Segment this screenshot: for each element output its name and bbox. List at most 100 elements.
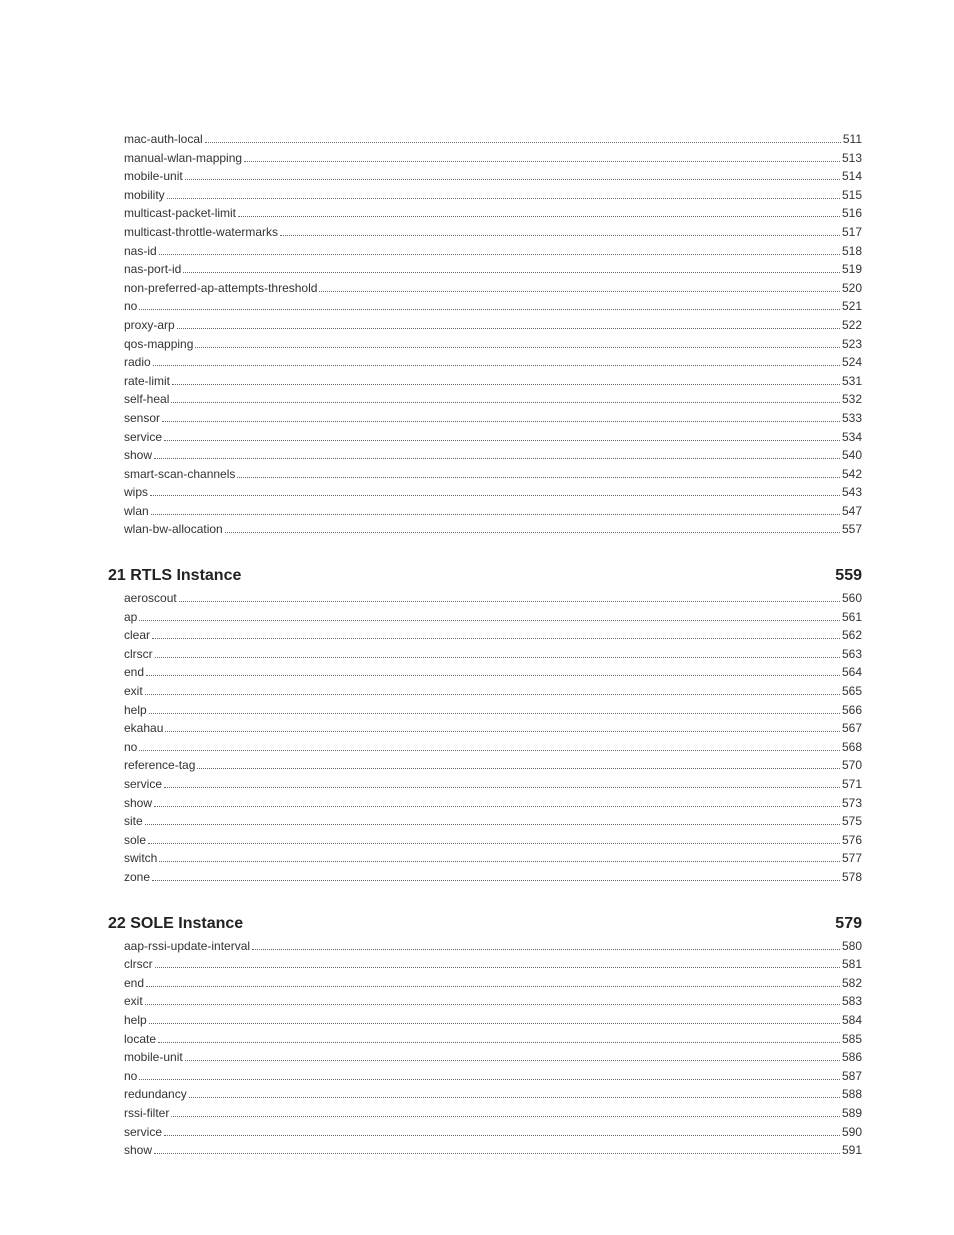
toc-leader-dots xyxy=(252,949,840,950)
toc-leader-dots xyxy=(172,384,840,385)
toc-leader-dots xyxy=(164,787,840,788)
toc-entry-page: 524 xyxy=(842,353,862,372)
toc-leader-dots xyxy=(171,402,840,403)
toc-entry-page: 581 xyxy=(842,955,862,974)
toc-entry-page: 573 xyxy=(842,794,862,813)
toc-entry: clrscr 581 xyxy=(108,955,862,974)
toc-entry-page: 567 xyxy=(842,719,862,738)
toc-entry-page: 584 xyxy=(842,1011,862,1030)
toc-leader-dots xyxy=(205,142,841,143)
section-title: 21 RTLS Instance xyxy=(108,567,241,585)
toc-entry-page: 564 xyxy=(842,663,862,682)
toc-leader-dots xyxy=(155,967,840,968)
toc-leader-dots xyxy=(185,179,840,180)
toc-entry-page: 586 xyxy=(842,1048,862,1067)
toc-leader-dots xyxy=(171,1116,840,1117)
toc-leader-dots xyxy=(195,347,840,348)
toc-entry: aap-rssi-update-interval 580 xyxy=(108,937,862,956)
toc-entry-label: clrscr xyxy=(124,645,153,664)
toc-entry-label: rate-limit xyxy=(124,372,170,391)
toc-entry-label: clrscr xyxy=(124,955,153,974)
section-title: 22 SOLE Instance xyxy=(108,915,243,933)
section-heading: 22 SOLE Instance579 xyxy=(108,915,862,933)
toc-entry-label: redundancy xyxy=(124,1085,187,1104)
toc-entry: no587 xyxy=(108,1067,862,1086)
toc-leader-dots xyxy=(158,1042,840,1043)
toc-entry-label: wlan xyxy=(124,502,149,521)
toc-entry-label: reference-tag xyxy=(124,756,195,775)
toc-section: 22 SOLE Instance579 aap-rssi-update-inter… xyxy=(108,915,862,1160)
toc-entry-label: show xyxy=(124,794,152,813)
toc-entry-page: 515 xyxy=(842,186,862,205)
toc-leader-dots xyxy=(154,806,840,807)
toc-entry-label: aap-rssi-update-interval xyxy=(124,937,250,956)
toc-entry-page: 523 xyxy=(842,335,862,354)
toc-entry: rate-limit531 xyxy=(108,372,862,391)
toc-entry: no568 xyxy=(108,738,862,757)
toc-entry: ekahau 567 xyxy=(108,719,862,738)
toc-leader-dots xyxy=(139,620,840,621)
toc-leader-dots xyxy=(319,291,840,292)
toc-entry: mobility515 xyxy=(108,186,862,205)
toc-entry-label: exit xyxy=(124,682,143,701)
toc-entry-page: 560 xyxy=(842,589,862,608)
toc-entry: nas-port-id519 xyxy=(108,260,862,279)
toc-entry-page: 563 xyxy=(842,645,862,664)
toc-entry-label: manual-wlan-mapping xyxy=(124,149,242,168)
toc-leader-dots xyxy=(154,1153,840,1154)
toc-entry-label: no xyxy=(124,1067,137,1086)
toc-entry-label: self-heal xyxy=(124,390,169,409)
toc-entry-label: service xyxy=(124,1123,162,1142)
toc-leader-dots xyxy=(152,880,840,881)
toc-entry-label: no xyxy=(124,738,137,757)
toc-entry-label: help xyxy=(124,1011,147,1030)
toc-entry-page: 576 xyxy=(842,831,862,850)
toc-entry: service590 xyxy=(108,1123,862,1142)
toc-entry: end564 xyxy=(108,663,862,682)
toc-entry: aeroscout560 xyxy=(108,589,862,608)
toc-entry-page: 583 xyxy=(842,992,862,1011)
toc-entry-page: 517 xyxy=(842,223,862,242)
toc-entry-label: no xyxy=(124,297,137,316)
toc-leader-dots xyxy=(164,1135,840,1136)
toc-entry: self-heal532 xyxy=(108,390,862,409)
toc-entry: redundancy588 xyxy=(108,1085,862,1104)
toc-entry: service534 xyxy=(108,428,862,447)
toc-entry-label: proxy-arp xyxy=(124,316,175,335)
toc-leader-dots xyxy=(238,216,840,217)
toc-leader-dots xyxy=(165,731,840,732)
toc-entry: no521 xyxy=(108,297,862,316)
toc-entry: sensor533 xyxy=(108,409,862,428)
toc-leader-dots xyxy=(183,272,840,273)
toc-leader-dots xyxy=(155,657,840,658)
toc-entry-label: ekahau xyxy=(124,719,163,738)
toc-leader-dots xyxy=(148,843,840,844)
toc-entry-label: multicast-throttle-watermarks xyxy=(124,223,278,242)
toc-entry: zone578 xyxy=(108,868,862,887)
toc-entry-page: 511 xyxy=(843,130,862,149)
toc-entry: smart-scan-channels542 xyxy=(108,465,862,484)
toc-entry-page: 540 xyxy=(842,446,862,465)
toc-entry-page: 557 xyxy=(842,520,862,539)
toc-entry: qos-mapping523 xyxy=(108,335,862,354)
toc-entry-page: 580 xyxy=(842,937,862,956)
toc-entry-page: 513 xyxy=(842,149,862,168)
toc-leader-dots xyxy=(225,532,840,533)
toc-leader-dots xyxy=(162,421,840,422)
toc-entry-page: 518 xyxy=(842,242,862,261)
toc-leader-dots xyxy=(145,1004,840,1005)
table-of-contents: mac-auth-local 511 manual-wlan-mapping 513 m… xyxy=(108,130,862,1160)
toc-entry-label: mac-auth-local xyxy=(124,130,203,149)
toc-entry-label: rssi-filter xyxy=(124,1104,169,1123)
toc-entry-label: non-preferred-ap-attempts-threshold xyxy=(124,279,317,298)
toc-section: 21 RTLS Instance559aeroscout560ap561clea… xyxy=(108,567,862,887)
toc-entry-label: sole xyxy=(124,831,146,850)
toc-entry: help566 xyxy=(108,701,862,720)
toc-leader-dots xyxy=(151,514,840,515)
toc-leader-dots xyxy=(237,477,840,478)
toc-entry-page: 561 xyxy=(842,608,862,627)
toc-entry-label: service xyxy=(124,775,162,794)
toc-entry: exit583 xyxy=(108,992,862,1011)
toc-leader-dots xyxy=(197,768,840,769)
toc-entry-page: 519 xyxy=(842,260,862,279)
